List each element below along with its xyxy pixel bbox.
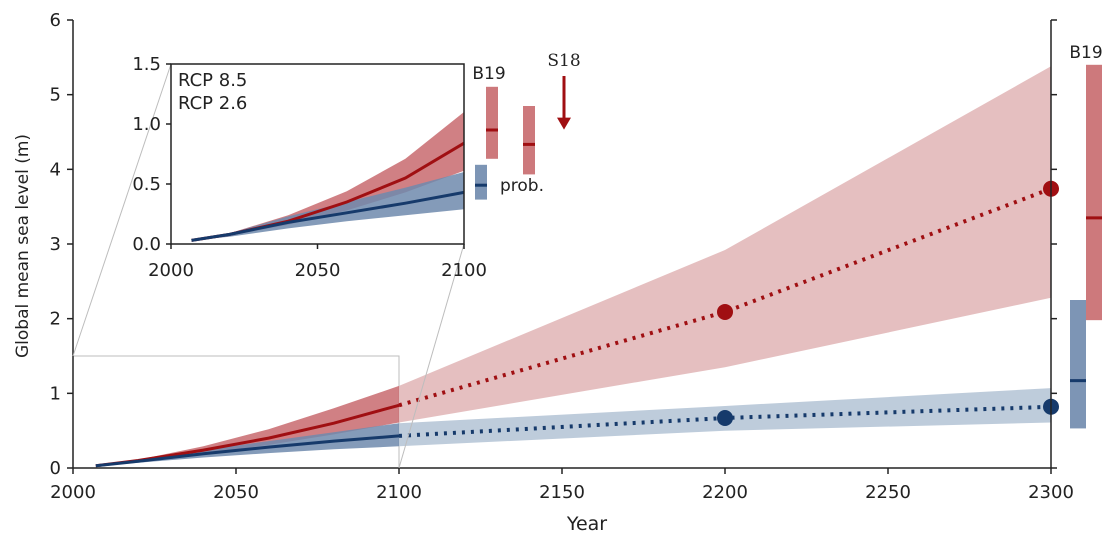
y-tick-label: 6	[50, 10, 61, 31]
rcp26-marker	[717, 409, 733, 426]
rcp26-side-bar	[1070, 300, 1086, 429]
y-tick-label: 2	[50, 309, 61, 330]
y-tick-label: 1	[50, 383, 61, 404]
x-tick-label: 2100	[376, 482, 422, 503]
inset-rcp26-band	[191, 172, 464, 241]
zoom-connector	[398, 243, 465, 469]
inset-rcp26-line	[191, 190, 465, 242]
rcp26-band	[95, 423, 400, 466]
inset-rcp26-side-bar	[475, 164, 487, 200]
x-tick-label: 2050	[213, 482, 259, 503]
x-tick-label: 2300	[1028, 482, 1074, 503]
inset-y-tick-label: 1.5	[132, 54, 161, 75]
rcp85-side-bar	[1086, 64, 1102, 321]
inset-bar-label-b19: B19	[472, 64, 505, 84]
inset-y-tick-label: 0.5	[132, 174, 161, 195]
y-tick-label: 0	[50, 458, 61, 479]
inset-x-tick-label: 2100	[441, 260, 487, 281]
inset-x-tick-label: 2000	[148, 260, 194, 281]
x-tick-label: 2200	[702, 482, 748, 503]
rcp26-line	[95, 434, 400, 468]
zoom-connector	[72, 63, 172, 357]
x-tick-label: 2250	[865, 482, 911, 503]
y-tick-label: 3	[50, 234, 61, 255]
inset-rcp85-side-bar	[486, 86, 498, 159]
arrow-label-s18: S18	[547, 51, 580, 71]
x-tick-label: 2000	[50, 482, 96, 503]
rcp85-extended-band	[399, 66, 1051, 423]
inset-bar-label-prob: prob.	[500, 176, 544, 196]
s18-arrow-head	[557, 117, 571, 130]
x-tick-label: 2150	[539, 482, 585, 503]
y-axis-label: Global mean sea level (m)	[13, 134, 33, 358]
legend-label-rcp26: RCP 2.6	[178, 93, 247, 114]
inset-x-tick-label: 2050	[295, 260, 341, 281]
y-tick-label: 4	[50, 159, 61, 180]
rcp85-marker	[717, 303, 733, 320]
x-axis-label: Year	[566, 513, 607, 535]
inset-y-tick-label: 0.0	[132, 234, 161, 255]
y-tick-label: 5	[50, 85, 61, 106]
inset-rcp85-side-bar	[523, 106, 535, 175]
main-chart: B19 2000 2050 2100 2150 2200 2250 2300 0 1 2 3 4 5 6 Ye…	[13, 10, 1103, 535]
legend-label-rcp85: RCP 8.5	[178, 70, 247, 91]
side-bar-label: B19	[1069, 43, 1102, 63]
inset-y-tick-label: 1.0	[132, 114, 161, 135]
rcp85-band	[95, 385, 400, 466]
